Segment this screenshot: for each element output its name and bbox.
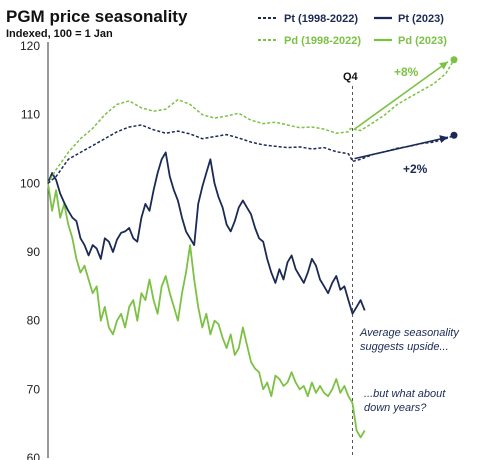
note-upside-line2: suggests upside...	[360, 341, 449, 353]
pt-avg-end-marker	[450, 131, 458, 139]
note-upside-line1: Average seasonality	[359, 327, 460, 339]
chart-title: PGM price seasonality	[6, 7, 188, 26]
series-line-pt-avg	[47, 124, 455, 184]
note-downyears-line1: ...but what about	[364, 388, 446, 400]
legend: Pt (1998-2022) Pt (2023) Pd (1998-2022) …	[258, 13, 447, 47]
series-line-pt-2023	[47, 151, 366, 315]
y-tick-label: 110	[21, 108, 40, 122]
y-tick-label: 80	[27, 314, 41, 328]
y-tick-label: 120	[20, 39, 40, 53]
pt-change-label: +2%	[403, 162, 428, 176]
q4-label: Q4	[343, 71, 359, 83]
pd-trend-arrow-head	[439, 61, 448, 70]
pt-trend-arrow-head	[439, 135, 448, 143]
pt-trend-arrow-shaft	[354, 136, 449, 160]
series-line-pd-2023	[47, 183, 366, 439]
legend-label-pd-avg: Pd (1998-2022)	[284, 35, 361, 47]
y-tick-label: 60	[27, 451, 41, 460]
pd-change-label: +8%	[394, 65, 419, 79]
y-tick-label: 100	[20, 176, 40, 190]
pd-avg-end-marker	[450, 56, 458, 64]
legend-label-pd-2023: Pd (2023)	[398, 35, 447, 47]
legend-label-pt-2023: Pt (2023)	[398, 13, 444, 25]
legend-label-pt-avg: Pt (1998-2022)	[284, 13, 358, 25]
note-downyears-line2: down years?	[364, 402, 427, 414]
pd-trend-arrow-shaft	[354, 61, 449, 130]
y-tick-label: 70	[27, 382, 41, 396]
y-tick-label: 90	[27, 245, 41, 259]
plot-area	[47, 56, 458, 439]
axes: 60 70 80 90 100 110 120	[20, 39, 353, 460]
chart-subtitle: Indexed, 100 = 1 Jan	[6, 28, 113, 40]
series-line-pd-avg	[47, 59, 455, 184]
